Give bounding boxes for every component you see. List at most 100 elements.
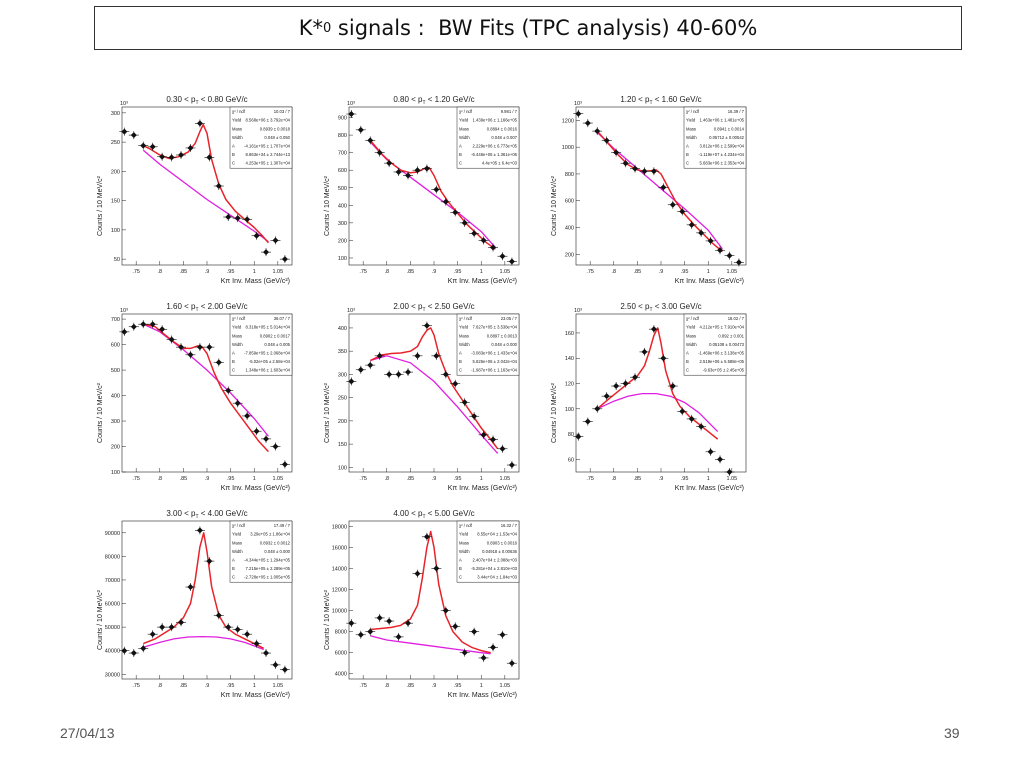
data-point <box>650 326 657 333</box>
stats-value: 0.8902 ± 0.0017 <box>260 333 291 338</box>
stats-value: -5.02e+05 ± 2.58e+04 <box>249 359 291 364</box>
y-multiplier: 10³ <box>347 101 355 107</box>
x-tick-label: 1.05 <box>272 476 283 482</box>
y-tick-label: 100 <box>111 470 120 476</box>
y-tick-label: 300 <box>338 221 347 227</box>
plot-panel-5: 2.00 < pT < 2.50 GeV/c 10³ 100 150 200 250 300… <box>321 300 531 500</box>
y-tick-label: 120 <box>565 382 574 388</box>
data-point <box>168 336 175 343</box>
x-tick-label: .95 <box>681 269 689 275</box>
stats-label: C <box>686 161 689 166</box>
data-point <box>159 326 166 333</box>
x-tick-label: .95 <box>227 476 235 482</box>
stats-value: 0.8941 ± 0.0014 <box>714 126 745 131</box>
y-axis-label: Counts / 10 MeV/c² <box>97 589 104 650</box>
data-point <box>281 256 288 263</box>
y-tick-label: 1200 <box>562 118 574 124</box>
x-axis-label: Kπ Inv. Mass (GeV/c²) <box>448 485 517 492</box>
stats-label: A <box>459 144 462 149</box>
y-tick-label: 100 <box>565 407 574 413</box>
x-axis-label: Kπ Inv. Mass (GeV/c²) <box>221 278 290 285</box>
x-tick-label: .8 <box>157 683 162 689</box>
y-tick-label: 300 <box>111 111 120 117</box>
data-point <box>622 160 629 167</box>
data-point <box>490 244 497 251</box>
y-tick-label: 700 <box>338 151 347 157</box>
data-point <box>452 380 459 387</box>
data-point <box>405 172 412 179</box>
data-point <box>367 362 374 369</box>
y-tick-label: 600 <box>565 199 574 205</box>
stats-box <box>683 106 747 169</box>
data-point <box>575 433 582 440</box>
x-tick-label: .75 <box>132 269 140 275</box>
x-tick-label: .95 <box>227 269 235 275</box>
slide-page-number: 39 <box>944 725 960 741</box>
stats-value: 4.253e+05 ± 1.307e+04 <box>246 161 291 166</box>
chart-svg: 0.30 < pT < 0.80 GeV/c 10³ 50 100 150 200 250 3… <box>97 95 293 285</box>
chart-svg: 1.20 < pT < 1.60 GeV/c 10³ 200 400 600 800 100… <box>551 95 747 285</box>
data-point <box>490 436 497 443</box>
y-tick-label: 250 <box>338 396 347 402</box>
data-point <box>452 623 459 630</box>
data-point <box>480 431 487 438</box>
data-point <box>735 259 742 266</box>
stats-value: -6.446e+06 ± 1.361e+06 <box>471 152 518 157</box>
y-tick-label: 200 <box>565 252 574 258</box>
stats-label: B <box>232 566 235 571</box>
x-tick-label: 1 <box>707 476 710 482</box>
stats-label: Width <box>459 342 470 347</box>
stats-label: C <box>459 575 462 580</box>
x-tick-label: 1 <box>480 683 483 689</box>
data-point <box>140 142 147 149</box>
stats-label: Yield <box>459 532 469 537</box>
stats-label: B <box>232 152 235 157</box>
data-point <box>499 253 506 260</box>
stats-value: 8.863e+34 ± 2.744e+13 <box>246 152 291 157</box>
x-tick-label: .8 <box>157 269 162 275</box>
data-point <box>376 149 383 156</box>
data-point <box>263 249 270 256</box>
x-tick-label: .95 <box>454 476 462 482</box>
data-point <box>272 661 279 668</box>
stats-label: Yield <box>686 325 696 330</box>
data-point <box>717 456 724 463</box>
stats-value: -4.161e+05 ± 1.707e+04 <box>244 144 291 149</box>
x-tick-label: .9 <box>659 269 664 275</box>
stats-label: B <box>459 566 462 571</box>
stats-label: Mass <box>232 333 242 338</box>
data-point <box>215 359 222 366</box>
x-axis-label: Kπ Inv. Mass (GeV/c²) <box>221 485 290 492</box>
y-tick-label: 60000 <box>105 602 120 608</box>
data-point <box>707 237 714 244</box>
stats-value: 1.348e+06 ± 1.603e+04 <box>246 368 291 373</box>
data-point <box>480 654 487 661</box>
stats-label: C <box>232 368 235 373</box>
bw-fit-line <box>369 139 496 250</box>
x-tick-label: .85 <box>407 476 415 482</box>
data-point <box>348 111 355 118</box>
x-tick-label: 1 <box>253 476 256 482</box>
background-fit-line <box>597 392 719 433</box>
stats-value: 9.981 / 7 <box>501 109 518 114</box>
stats-label: χ² / ndf <box>459 316 473 321</box>
stats-label: χ² / ndf <box>686 316 700 321</box>
stats-value: 10.03 / 7 <box>274 109 291 114</box>
title-superscript: 0 <box>322 20 332 36</box>
stats-value: 5.683e+06 ± 2.353e+04 <box>700 161 745 166</box>
x-tick-label: .75 <box>132 683 140 689</box>
data-point <box>225 387 232 394</box>
data-point <box>168 154 175 161</box>
x-tick-label: 1.05 <box>272 269 283 275</box>
data-point <box>149 321 156 328</box>
x-tick-label: 1 <box>253 269 256 275</box>
y-tick-label: 14000 <box>332 566 347 572</box>
slide-date: 27/04/13 <box>60 725 115 741</box>
data-point <box>480 237 487 244</box>
stats-value: -7.859e+05 ± 2.068e+04 <box>244 351 291 356</box>
x-tick-label: .75 <box>359 683 367 689</box>
data-point <box>433 352 440 359</box>
data-point <box>244 631 251 638</box>
y-tick-label: 300 <box>111 419 120 425</box>
panel-title: 1.60 < pT < 2.00 GeV/c <box>166 302 247 313</box>
